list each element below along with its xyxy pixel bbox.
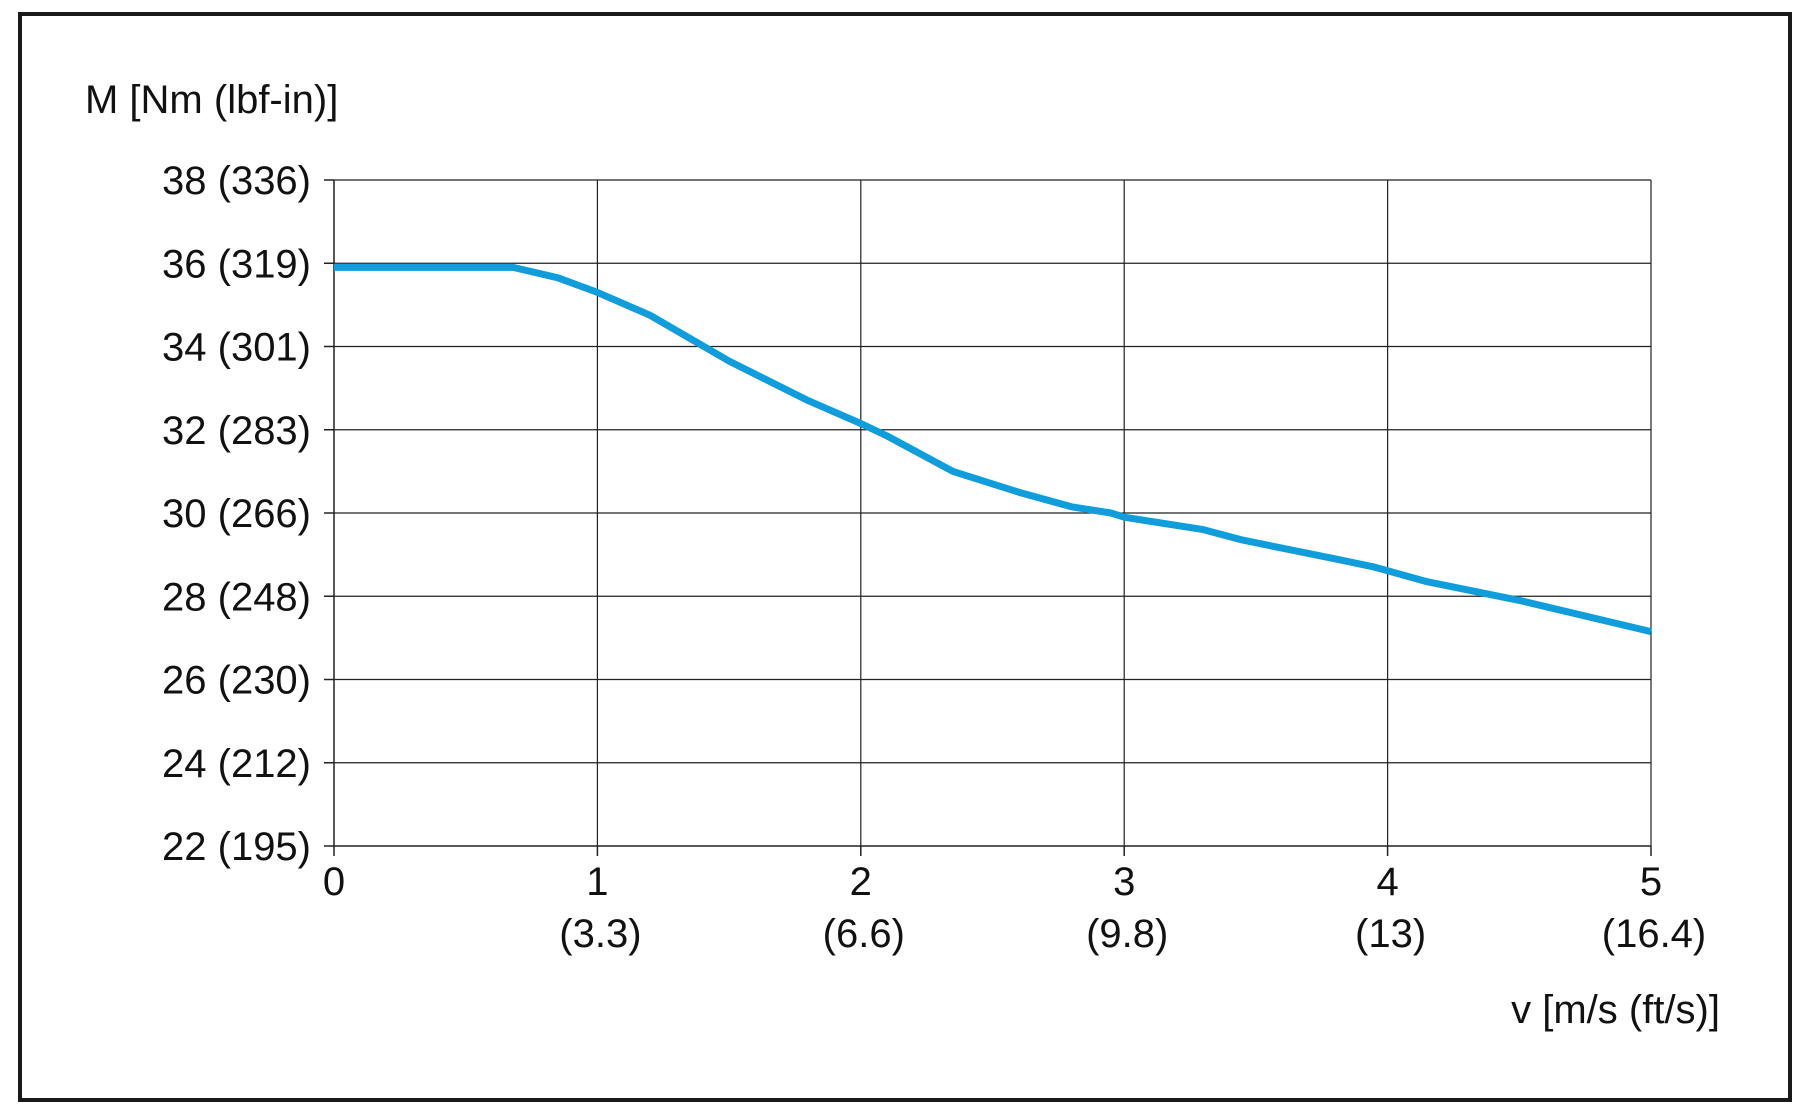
y-tick-label-1: 24 (212) — [162, 742, 311, 786]
x-tick-sublabel-3: (9.8) — [1086, 912, 1168, 956]
y-tick-label-6: 34 (301) — [162, 326, 311, 370]
y-tick-label-0: 22 (195) — [162, 825, 311, 869]
y-tick-label-5: 32 (283) — [162, 409, 311, 453]
y-tick-label-8: 38 (336) — [162, 159, 311, 203]
y-tick-label-2: 26 (230) — [162, 659, 311, 703]
x-tick-sublabel-4: (13) — [1355, 912, 1426, 956]
y-axis-title: M [Nm (lbf-in)] — [85, 78, 338, 122]
y-tick-label-3: 28 (248) — [162, 575, 311, 619]
series-group — [334, 263, 1652, 636]
x-tick-labels: 0 1 (3.3) 2 (6.6) 3 (9.8) 4 (13) 5 (16.4) — [323, 860, 1706, 956]
x-tick-sublabel-5: (16.4) — [1602, 912, 1707, 956]
x-tick-label-5: 5 — [1640, 860, 1662, 904]
x-tick-label-2: 2 — [850, 860, 872, 904]
chart-frame — [18, 12, 1792, 1102]
series-line-0 — [334, 263, 1652, 636]
y-tick-labels: 22 (195) 24 (212) 26 (230) 28 (248) 30 (266)… — [162, 159, 311, 869]
x-tick-label-0: 0 — [323, 860, 345, 904]
x-tick-label-3: 3 — [1113, 860, 1135, 904]
x-tick-label-1: 1 — [586, 860, 608, 904]
x-axis-title: v [m/s (ft/s)] — [1511, 988, 1720, 1032]
y-tick-label-4: 30 (266) — [162, 492, 311, 536]
axes — [324, 179, 1652, 856]
y-tick-label-7: 36 (319) — [162, 242, 311, 286]
x-tick-sublabel-2: (6.6) — [823, 912, 905, 956]
x-tick-label-4: 4 — [1376, 860, 1398, 904]
x-tick-sublabel-1: (3.3) — [559, 912, 641, 956]
